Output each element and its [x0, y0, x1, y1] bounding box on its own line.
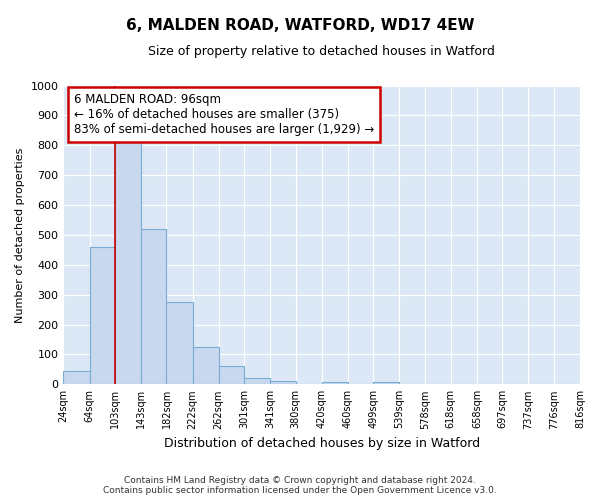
Bar: [218, 366, 244, 384]
Bar: [166, 302, 193, 384]
Bar: [373, 382, 400, 384]
Bar: [270, 380, 296, 384]
Bar: [141, 229, 166, 384]
Text: 6, MALDEN ROAD, WATFORD, WD17 4EW: 6, MALDEN ROAD, WATFORD, WD17 4EW: [126, 18, 474, 32]
Bar: [89, 247, 115, 384]
Bar: [115, 142, 141, 384]
Bar: [322, 382, 348, 384]
Title: Size of property relative to detached houses in Watford: Size of property relative to detached ho…: [148, 45, 495, 58]
Text: 6 MALDEN ROAD: 96sqm
← 16% of detached houses are smaller (375)
83% of semi-deta: 6 MALDEN ROAD: 96sqm ← 16% of detached h…: [74, 93, 374, 136]
Bar: [193, 347, 218, 385]
Text: Contains HM Land Registry data © Crown copyright and database right 2024.
Contai: Contains HM Land Registry data © Crown c…: [103, 476, 497, 495]
X-axis label: Distribution of detached houses by size in Watford: Distribution of detached houses by size …: [164, 437, 480, 450]
Bar: [244, 378, 270, 384]
Bar: [64, 371, 89, 384]
Y-axis label: Number of detached properties: Number of detached properties: [15, 147, 25, 322]
